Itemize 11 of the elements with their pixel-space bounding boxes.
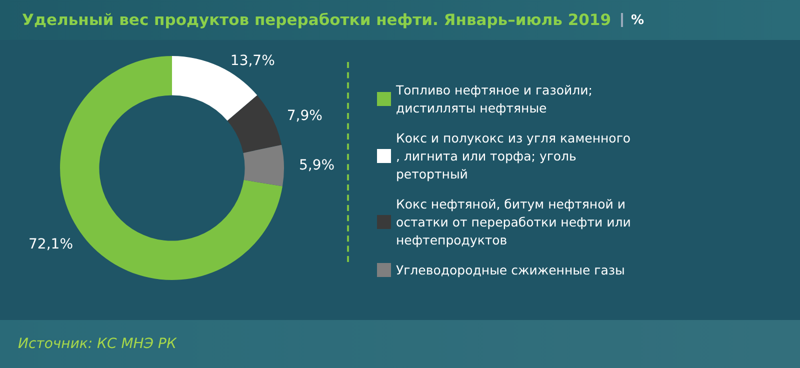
chart-subtitle: % [630, 12, 644, 28]
data-label: 13,7% [230, 52, 275, 69]
legend-label: Углеводородные сжиженные газы [396, 262, 625, 278]
data-label: 7,9% [286, 108, 322, 124]
chart-title: Удельный вес продуктов переработки нефти. Январь–июль 2019 [22, 11, 611, 29]
text: Источник: КС МНЭ РК [18, 336, 176, 352]
legend-label: Кокс нефтяной, битум нефтяной и остатки от переработки нефти или нефтепродуктов [396, 196, 635, 248]
legend-label: Топливо нефтяное и газойли; дистилляты нефтяные [395, 82, 596, 116]
data-label: 5,9% [298, 157, 335, 174]
legend-label: Кокс и полукокс из угля каменного, лигнита или торфа; уголь ретортный [396, 130, 631, 182]
data-label: 72,1% [28, 236, 74, 252]
